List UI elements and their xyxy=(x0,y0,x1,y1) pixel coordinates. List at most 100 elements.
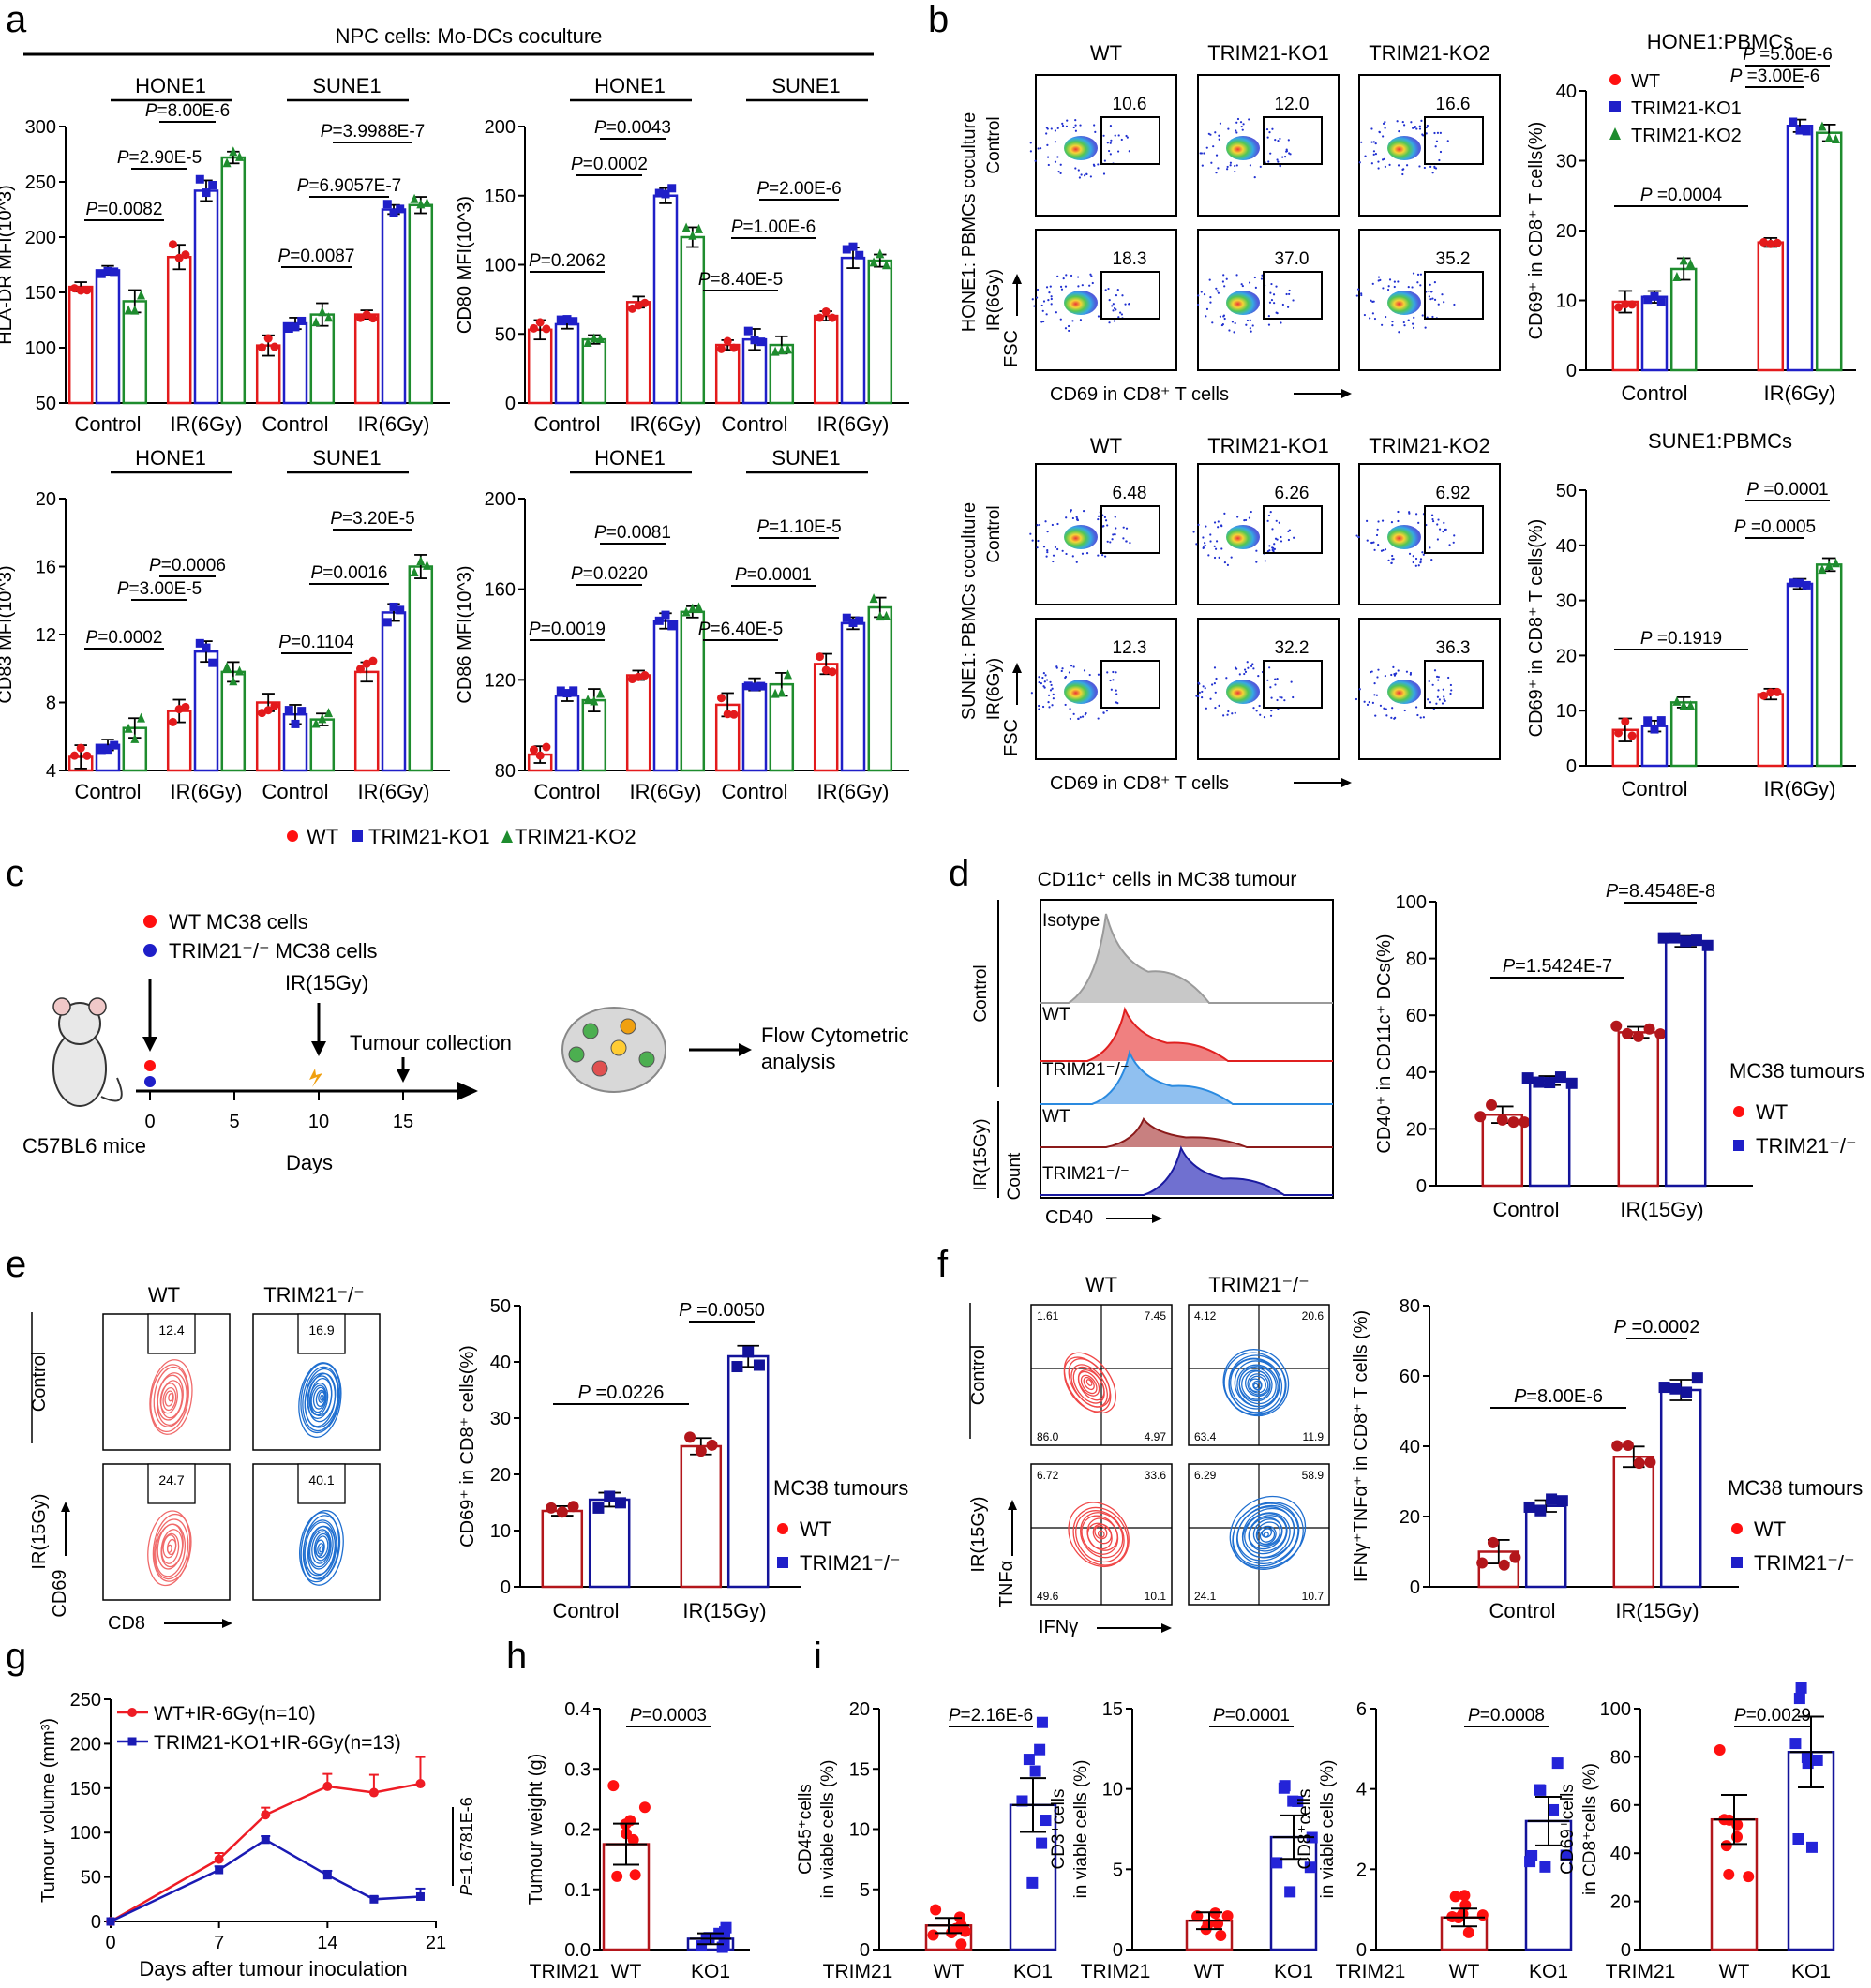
dot xyxy=(1401,172,1404,176)
dot xyxy=(1091,281,1094,285)
dot xyxy=(1263,715,1266,719)
dot xyxy=(1216,290,1219,292)
contour-line xyxy=(1077,1369,1105,1401)
y-tick-label: 40 xyxy=(1400,1437,1420,1457)
dot xyxy=(1434,145,1437,148)
dot xyxy=(1424,326,1427,329)
dot xyxy=(1051,704,1054,707)
dot xyxy=(1377,279,1380,282)
data-point xyxy=(1449,1891,1461,1903)
column-header: WT xyxy=(1085,1273,1117,1296)
row-label: IR(15Gy) xyxy=(29,1493,50,1569)
dot xyxy=(1268,666,1271,669)
dot xyxy=(1112,670,1115,674)
dot xyxy=(1405,164,1409,167)
category-label: IR(6Gy) xyxy=(358,780,430,803)
dot xyxy=(1204,544,1206,546)
gate-box xyxy=(1263,660,1323,709)
category-label: Control xyxy=(534,780,601,803)
dot xyxy=(1360,292,1363,295)
dot xyxy=(1115,294,1118,297)
dot xyxy=(1360,293,1363,297)
track-label: Isotype xyxy=(1042,911,1100,931)
category-label: Control xyxy=(1622,777,1688,800)
bar xyxy=(581,337,607,405)
dot xyxy=(1074,119,1077,122)
y-tick-label: 2 xyxy=(1356,1860,1367,1880)
quadrant-value: 4.97 xyxy=(1145,1430,1167,1443)
dot xyxy=(1252,707,1255,710)
panel-letter-c: c xyxy=(6,853,24,894)
dot xyxy=(1355,534,1358,537)
gate-value: 12.0 xyxy=(1275,95,1310,114)
y-tick-label: 6 xyxy=(1356,1699,1367,1720)
gate-value: 12.3 xyxy=(1113,638,1147,658)
data-point xyxy=(1789,578,1798,588)
data-point xyxy=(355,313,365,322)
dot xyxy=(1208,278,1211,281)
dot xyxy=(1418,165,1421,168)
y-tick-label: 200 xyxy=(485,117,516,138)
data-point xyxy=(654,188,664,198)
data-point xyxy=(389,602,398,611)
dot xyxy=(1429,701,1432,704)
y-tick-label: 40 xyxy=(490,1353,511,1373)
dot xyxy=(1046,548,1049,552)
dot xyxy=(1081,552,1085,555)
p-value: P=1.6781E-6 xyxy=(457,1797,476,1896)
dot xyxy=(1042,300,1046,303)
data-point xyxy=(368,1787,379,1798)
dot xyxy=(1031,539,1034,542)
dot xyxy=(1403,709,1406,712)
dot xyxy=(1041,320,1045,323)
data-point xyxy=(270,342,279,351)
category-label: KO1 xyxy=(1274,1961,1313,1982)
p-italic: P xyxy=(571,155,583,174)
dot xyxy=(1054,546,1057,548)
data-point xyxy=(1802,580,1811,590)
quadrant-value: 7.45 xyxy=(1145,1309,1167,1323)
bar xyxy=(680,1444,723,1589)
legend-item: WT MC38 cells xyxy=(169,910,308,934)
contour-line xyxy=(1263,1532,1269,1538)
dot xyxy=(1042,672,1045,675)
p-italic: P xyxy=(1730,67,1743,86)
category-label: Control xyxy=(553,1599,620,1622)
dot-cloud xyxy=(1226,525,1260,549)
dot xyxy=(1283,699,1286,702)
dot xyxy=(1412,561,1414,564)
dot xyxy=(1422,716,1425,719)
dot xyxy=(1235,121,1238,124)
data-point xyxy=(1795,578,1804,588)
dot xyxy=(1213,666,1217,669)
dot xyxy=(1196,303,1200,306)
y-tick-label: 80 xyxy=(1400,1296,1420,1317)
data-point xyxy=(291,719,300,728)
data-point xyxy=(1565,1077,1578,1089)
y-tick-label: 0.1 xyxy=(564,1880,591,1901)
dot xyxy=(1050,303,1053,306)
data-point xyxy=(815,652,824,662)
contour-line xyxy=(1252,1518,1283,1547)
dot xyxy=(1276,698,1279,702)
dot xyxy=(1071,320,1074,322)
legend-item: WT xyxy=(1631,71,1660,92)
y-tick-label: 0 xyxy=(1410,1577,1420,1598)
data-point xyxy=(1679,700,1688,710)
dot xyxy=(1370,141,1373,143)
dot xyxy=(1280,540,1283,543)
p-italic: P xyxy=(529,251,541,271)
dot xyxy=(1437,518,1440,521)
dot xyxy=(1422,134,1425,137)
data-point xyxy=(1643,716,1653,725)
dot xyxy=(1088,284,1091,287)
contour-line xyxy=(300,1362,341,1434)
dot xyxy=(1090,275,1093,277)
bar xyxy=(1786,125,1814,372)
dot xyxy=(1288,289,1291,292)
y-tick-label: 120 xyxy=(485,670,516,691)
data-point xyxy=(542,742,551,752)
quadrant-value: 20.6 xyxy=(1302,1309,1325,1323)
